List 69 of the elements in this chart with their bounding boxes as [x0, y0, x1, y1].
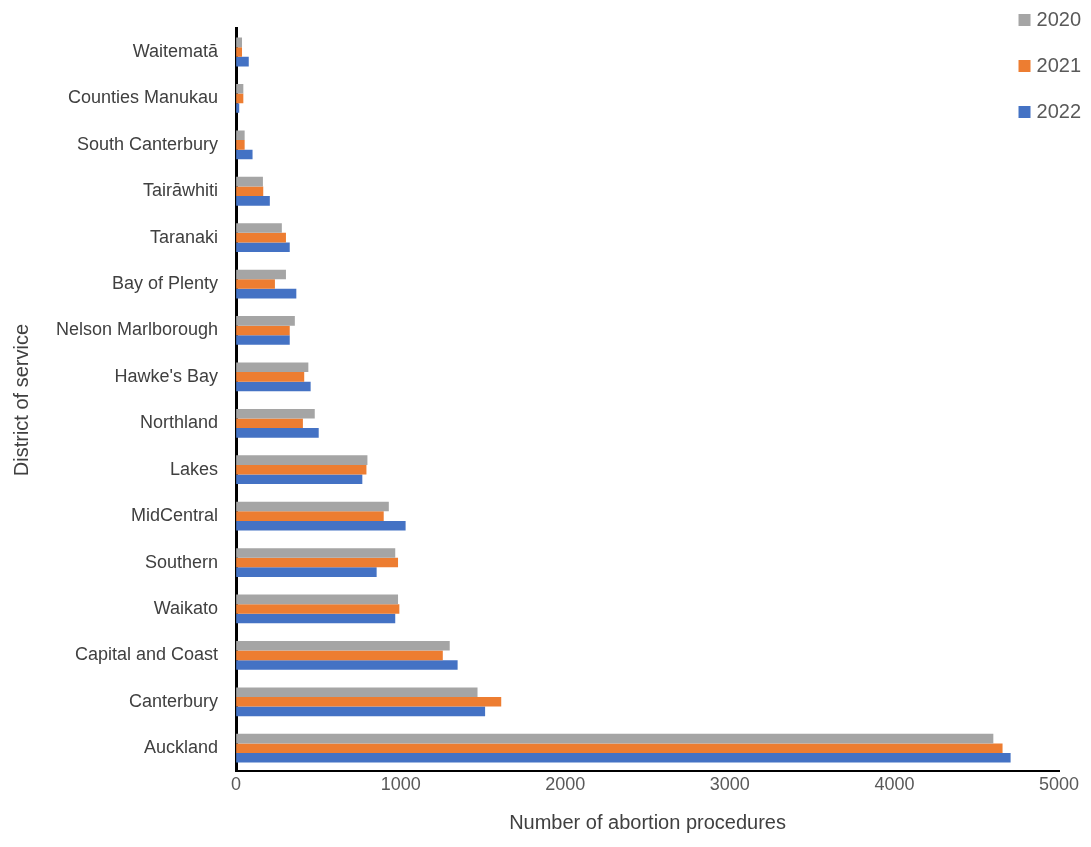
bar — [236, 232, 286, 243]
bar — [236, 520, 406, 531]
bar — [236, 428, 319, 438]
legend-label: 2022 — [1036, 99, 1082, 122]
y-tick-label: Auckland — [144, 737, 219, 758]
bar — [236, 130, 245, 141]
y-axis-title: District of service — [9, 323, 32, 477]
y-tick-label: Waitematā — [132, 40, 220, 61]
bar — [236, 269, 286, 280]
bar — [236, 613, 396, 624]
bar — [236, 372, 305, 382]
y-tick-label: Canterbury — [129, 690, 219, 711]
bar — [236, 752, 1011, 763]
bar — [236, 196, 270, 206]
y-tick-label: Lakes — [170, 458, 219, 479]
y-tick-label: Tairāwhiti — [143, 180, 219, 201]
bar — [236, 455, 368, 465]
bar — [236, 408, 315, 419]
bar — [236, 696, 502, 707]
bar — [236, 279, 275, 289]
legend-label: 2020 — [1036, 7, 1082, 30]
bar — [236, 567, 377, 577]
x-tick-label: 0 — [231, 774, 242, 795]
bar — [236, 149, 253, 160]
bar — [236, 288, 297, 299]
bar — [236, 176, 263, 187]
bar — [236, 733, 994, 744]
bar — [236, 640, 450, 651]
y-tick-label: Capital and Coast — [74, 644, 219, 665]
bar — [236, 660, 458, 670]
bar — [236, 335, 290, 345]
x-axis-title: Number of abortion procedures — [509, 810, 786, 833]
bar — [236, 242, 290, 253]
bar — [236, 316, 295, 326]
x-tick-label: 4000 — [874, 774, 915, 795]
bar — [236, 604, 400, 614]
y-tick-label: Nelson Marlborough — [55, 319, 219, 340]
y-tick-label: Taranaki — [150, 226, 219, 247]
y-tick-label: Southern — [145, 551, 219, 572]
bar — [236, 511, 384, 521]
bar — [236, 140, 245, 150]
x-tick-label: 3000 — [709, 774, 750, 795]
bar — [236, 650, 443, 661]
y-tick-label: South Canterbury — [76, 133, 219, 154]
y-tick-label: Counties Manukau — [67, 87, 219, 108]
legend-label: 2021 — [1036, 53, 1082, 76]
y-tick-label: Waikato — [153, 597, 219, 618]
y-tick-label: MidCentral — [131, 505, 219, 526]
bar — [236, 706, 486, 717]
x-tick-label: 5000 — [1038, 774, 1080, 795]
bar — [236, 594, 399, 605]
bar — [236, 548, 396, 558]
y-tick-label: Hawke's Bay — [114, 365, 219, 386]
bar — [236, 325, 290, 336]
bar — [236, 223, 282, 233]
bar — [236, 557, 399, 568]
bar — [236, 743, 1003, 753]
bar — [236, 418, 303, 429]
bar — [236, 501, 389, 512]
bar — [236, 474, 363, 485]
bar — [236, 687, 478, 697]
x-tick-label: 1000 — [380, 774, 421, 795]
x-tick-label: 2000 — [545, 774, 586, 795]
bar — [236, 464, 367, 475]
y-tick-label: Northland — [140, 412, 219, 433]
bar — [236, 186, 264, 197]
bar — [236, 362, 309, 373]
bar — [236, 381, 311, 392]
y-tick-label: Bay of Plenty — [112, 273, 219, 294]
